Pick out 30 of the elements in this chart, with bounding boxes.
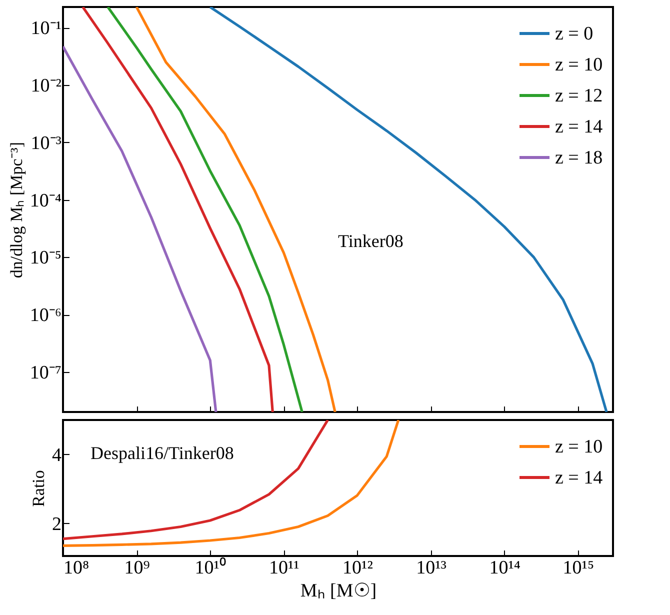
legend-label: z = 14 [555, 468, 604, 488]
x-tick-label: 10¹⁴ [489, 558, 521, 578]
y-tick-label: 10⁻⁷ [30, 362, 62, 384]
x-tick-label: 10¹⁵ [562, 558, 594, 578]
legend-label: z = 10 [555, 54, 603, 76]
x-tick-label: 10¹³ [416, 558, 447, 578]
x-axis-title: Mₕ [M☉] [300, 580, 377, 602]
annotation: Tinker08 [338, 230, 404, 251]
x-tick-label: 10¹² [342, 558, 374, 578]
y-tick-label: 10⁻⁶ [30, 305, 62, 326]
line-series [63, 420, 330, 540]
x-tick-label: 10¹⁰ [194, 556, 226, 578]
legend-label: z = 18 [555, 148, 603, 168]
legend-label: z = 0 [555, 24, 594, 44]
y-tick-label: 2 [52, 514, 62, 535]
annotation: Despali16/Tinker08 [90, 443, 234, 463]
y-tick-label: 4 [52, 444, 62, 466]
y-tick-label: 10⁻¹ [30, 18, 62, 40]
x-tick-label: 10¹¹ [268, 558, 300, 578]
y-tick-label: 10⁻⁵ [30, 248, 62, 269]
y-axis-title: dn/dlog Mₕ [Mpc⁻³] [6, 142, 26, 278]
y-tick-label: 10⁻³ [30, 132, 62, 154]
y-tick-label: 10⁻⁴ [30, 190, 62, 212]
x-tick-label: 10⁹ [124, 558, 150, 578]
y-tick-label: 10⁻² [30, 76, 62, 97]
legend-label: z = 12 [555, 86, 603, 106]
legend-label: z = 14 [555, 116, 604, 138]
legend-label: z = 10 [555, 436, 603, 458]
x-tick-label: 10⁸ [64, 558, 90, 578]
y-axis-title: Ratio [29, 470, 48, 507]
